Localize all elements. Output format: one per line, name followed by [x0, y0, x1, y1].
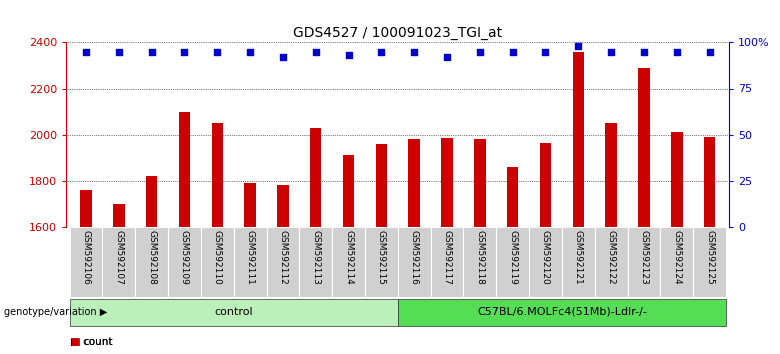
FancyBboxPatch shape [496, 227, 529, 297]
Bar [376, 144, 387, 227]
Bar [671, 132, 682, 227]
Text: GSM592120: GSM592120 [541, 230, 550, 285]
Bar [343, 155, 354, 227]
Point [310, 49, 322, 55]
FancyBboxPatch shape [661, 227, 693, 297]
Bar [573, 52, 584, 227]
Point [112, 49, 125, 55]
Title: GDS4527 / 100091023_TGI_at: GDS4527 / 100091023_TGI_at [293, 26, 502, 40]
Text: GSM592117: GSM592117 [442, 230, 452, 285]
Text: GSM592107: GSM592107 [115, 230, 123, 285]
Text: GSM592124: GSM592124 [672, 230, 681, 285]
FancyBboxPatch shape [234, 227, 267, 297]
Text: GSM592119: GSM592119 [509, 230, 517, 285]
Point [145, 49, 158, 55]
Bar [179, 112, 190, 227]
Point [572, 43, 584, 49]
FancyBboxPatch shape [69, 227, 102, 297]
Bar [409, 139, 420, 227]
FancyBboxPatch shape [594, 227, 628, 297]
Text: GSM592116: GSM592116 [410, 230, 419, 285]
Bar [277, 185, 289, 227]
FancyBboxPatch shape [69, 299, 398, 326]
Point [80, 49, 92, 55]
Text: ■: ■ [70, 337, 80, 347]
FancyBboxPatch shape [398, 227, 431, 297]
FancyBboxPatch shape [201, 227, 234, 297]
FancyBboxPatch shape [168, 227, 201, 297]
Point [473, 49, 486, 55]
Bar [244, 183, 256, 227]
Text: GSM592109: GSM592109 [180, 230, 189, 285]
FancyBboxPatch shape [102, 227, 135, 297]
Point [408, 49, 420, 55]
Point [671, 49, 683, 55]
FancyBboxPatch shape [332, 227, 365, 297]
Point [244, 49, 257, 55]
Bar [474, 139, 486, 227]
Text: C57BL/6.MOLFc4(51Mb)-Ldlr-/-: C57BL/6.MOLFc4(51Mb)-Ldlr-/- [477, 307, 647, 317]
Point [638, 49, 651, 55]
Bar [507, 167, 519, 227]
Text: ■ count: ■ count [70, 337, 112, 347]
Point [539, 49, 551, 55]
FancyBboxPatch shape [529, 227, 562, 297]
Point [704, 49, 716, 55]
FancyBboxPatch shape [463, 227, 496, 297]
Text: GSM592111: GSM592111 [246, 230, 254, 285]
Bar [80, 190, 92, 227]
Text: GSM592108: GSM592108 [147, 230, 156, 285]
FancyBboxPatch shape [135, 227, 168, 297]
Text: GSM592118: GSM592118 [475, 230, 484, 285]
Bar [113, 204, 125, 227]
Text: control: control [215, 307, 253, 317]
Text: GSM592123: GSM592123 [640, 230, 648, 285]
FancyBboxPatch shape [398, 299, 726, 326]
FancyBboxPatch shape [431, 227, 463, 297]
Text: GSM592115: GSM592115 [377, 230, 386, 285]
Text: GSM592106: GSM592106 [81, 230, 90, 285]
FancyBboxPatch shape [365, 227, 398, 297]
FancyBboxPatch shape [628, 227, 661, 297]
Text: genotype/variation ▶: genotype/variation ▶ [4, 307, 107, 318]
Text: GSM592125: GSM592125 [705, 230, 714, 285]
Point [375, 49, 388, 55]
FancyBboxPatch shape [562, 227, 594, 297]
Bar [605, 123, 617, 227]
Bar [540, 143, 551, 227]
Text: GSM592113: GSM592113 [311, 230, 321, 285]
Point [605, 49, 618, 55]
Text: GSM592122: GSM592122 [607, 230, 615, 285]
Text: GSM592114: GSM592114 [344, 230, 353, 285]
Point [506, 49, 519, 55]
Point [342, 52, 355, 58]
FancyBboxPatch shape [300, 227, 332, 297]
Text: GSM592121: GSM592121 [574, 230, 583, 285]
FancyBboxPatch shape [693, 227, 726, 297]
Point [178, 49, 190, 55]
Point [441, 55, 453, 60]
Bar [638, 68, 650, 227]
Bar [211, 123, 223, 227]
Text: count: count [83, 337, 113, 347]
Text: GSM592110: GSM592110 [213, 230, 222, 285]
Text: GSM592112: GSM592112 [278, 230, 287, 285]
Point [211, 49, 224, 55]
Bar [441, 138, 452, 227]
Bar [146, 176, 158, 227]
Bar [310, 128, 321, 227]
Bar [704, 137, 715, 227]
Point [277, 55, 289, 60]
FancyBboxPatch shape [267, 227, 300, 297]
